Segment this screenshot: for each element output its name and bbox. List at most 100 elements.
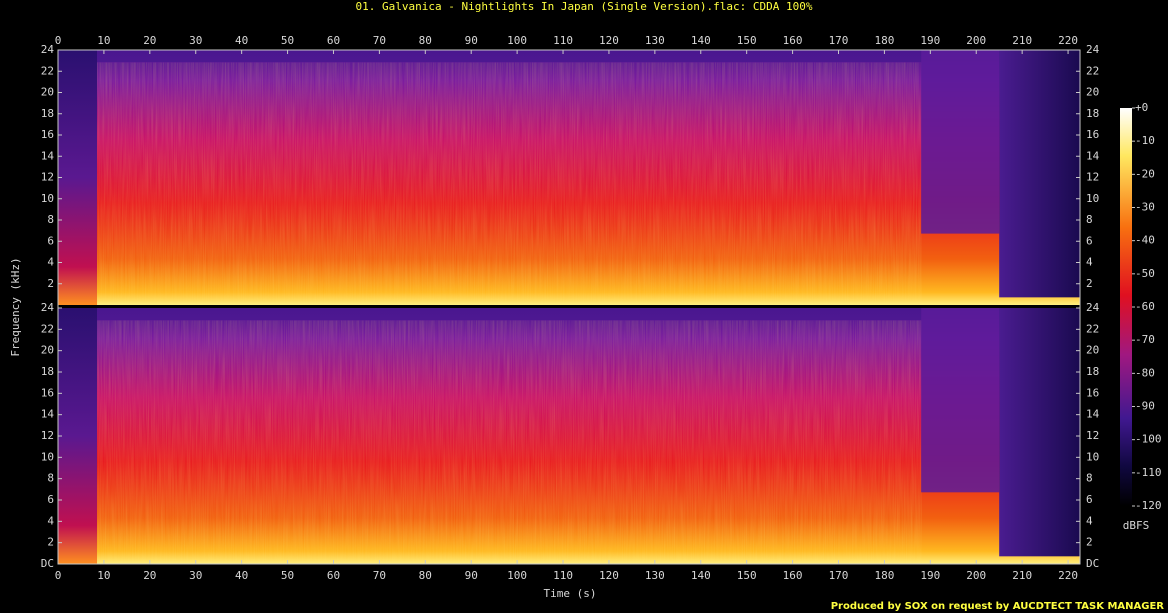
y-tick-label: 18 bbox=[41, 107, 54, 120]
x-tick-label-top: 0 bbox=[55, 34, 62, 47]
x-tick-label-top: 100 bbox=[507, 34, 527, 47]
plot-area bbox=[58, 50, 1080, 564]
y-tick-label: DC bbox=[41, 557, 54, 570]
x-tick-label: 160 bbox=[783, 569, 803, 582]
colorbar-tick-label: -10 bbox=[1135, 134, 1155, 147]
y-tick-label: 18 bbox=[41, 365, 54, 378]
y-tick-label: 6 bbox=[47, 493, 54, 506]
intro-region bbox=[58, 308, 98, 564]
x-tick-label-top: 160 bbox=[783, 34, 803, 47]
y-tick-label-right: 8 bbox=[1086, 472, 1093, 485]
y-tick-label: 2 bbox=[47, 277, 54, 290]
x-tick-label: 50 bbox=[281, 569, 294, 582]
y-tick-label: 16 bbox=[41, 386, 54, 399]
x-tick-label: 10 bbox=[97, 569, 110, 582]
y-tick-label: 14 bbox=[41, 408, 55, 421]
x-tick-label: 180 bbox=[874, 569, 894, 582]
outro-region bbox=[921, 50, 1000, 234]
y-tick-label: 12 bbox=[41, 171, 54, 184]
y-tick-label-right: 6 bbox=[1086, 234, 1093, 247]
y-tick-label-right: 14 bbox=[1086, 149, 1100, 162]
colorbar-tick-label: -50 bbox=[1135, 267, 1155, 280]
x-axis-label: Time (s) bbox=[544, 587, 597, 600]
x-tick-label: 220 bbox=[1058, 569, 1078, 582]
x-tick-label-top: 20 bbox=[143, 34, 156, 47]
y-tick-label-right: 10 bbox=[1086, 450, 1099, 463]
colorbar bbox=[1120, 108, 1132, 506]
y-tick-label: 20 bbox=[41, 344, 54, 357]
y-tick-label-right: 22 bbox=[1086, 322, 1099, 335]
x-tick-label: 80 bbox=[419, 569, 432, 582]
y-axis-label: Frequency (kHz) bbox=[9, 257, 22, 356]
x-tick-label-top: 150 bbox=[737, 34, 757, 47]
y-tick-label: 2 bbox=[47, 536, 54, 549]
y-tick-label: 20 bbox=[41, 86, 54, 99]
colorbar-tick-label: -80 bbox=[1135, 366, 1155, 379]
y-tick-label: 10 bbox=[41, 192, 54, 205]
y-tick-label: 8 bbox=[47, 213, 54, 226]
colorbar-tick-label: +0 bbox=[1135, 101, 1148, 114]
y-tick-label-right: 2 bbox=[1086, 536, 1093, 549]
x-tick-label: 200 bbox=[966, 569, 986, 582]
x-tick-label-top: 50 bbox=[281, 34, 294, 47]
y-tick-label-right: 24 bbox=[1086, 301, 1100, 314]
y-tick-label-right: 24 bbox=[1086, 43, 1100, 56]
colorbar-tick-label: -60 bbox=[1135, 300, 1155, 313]
y-tick-label-right: 16 bbox=[1086, 386, 1099, 399]
y-tick-label: 6 bbox=[47, 234, 54, 247]
x-tick-label: 170 bbox=[829, 569, 849, 582]
y-tick-label-right: 20 bbox=[1086, 86, 1099, 99]
y-tick-label-right: 4 bbox=[1086, 256, 1093, 269]
y-tick-label-right: 4 bbox=[1086, 514, 1093, 527]
x-tick-label-top: 220 bbox=[1058, 34, 1078, 47]
x-tick-label: 30 bbox=[189, 569, 202, 582]
x-tick-label-top: 140 bbox=[691, 34, 711, 47]
x-tick-label: 70 bbox=[373, 569, 386, 582]
x-tick-label: 140 bbox=[691, 569, 711, 582]
x-tick-label-top: 60 bbox=[327, 34, 340, 47]
y-tick-label: 8 bbox=[47, 472, 54, 485]
y-tick-label-right: 18 bbox=[1086, 365, 1099, 378]
x-tick-label-top: 200 bbox=[966, 34, 986, 47]
x-tick-label-top: 210 bbox=[1012, 34, 1032, 47]
title: 01. Galvanica - Nightlights In Japan (Si… bbox=[356, 0, 813, 13]
y-tick-label-right: DC bbox=[1086, 557, 1099, 570]
x-tick-label: 150 bbox=[737, 569, 757, 582]
colorbar-tick-label: -100 bbox=[1135, 433, 1162, 446]
x-tick-label: 90 bbox=[465, 569, 478, 582]
colorbar-tick-label: -30 bbox=[1135, 201, 1155, 214]
intro-region bbox=[58, 50, 98, 305]
top-band bbox=[97, 50, 922, 62]
y-tick-label-right: 6 bbox=[1086, 493, 1093, 506]
y-tick-label: 22 bbox=[41, 322, 54, 335]
outro-region bbox=[921, 308, 1000, 493]
y-tick-label: 24 bbox=[41, 301, 55, 314]
x-tick-label-top: 90 bbox=[465, 34, 478, 47]
colorbar-tick-label: -110 bbox=[1135, 466, 1162, 479]
spectrogram-texture bbox=[97, 62, 922, 305]
spectrogram-texture bbox=[97, 320, 922, 564]
y-tick-label-right: 20 bbox=[1086, 344, 1099, 357]
x-tick-label: 110 bbox=[553, 569, 573, 582]
x-tick-label-top: 30 bbox=[189, 34, 202, 47]
x-tick-label-top: 190 bbox=[920, 34, 940, 47]
x-tick-label-top: 10 bbox=[97, 34, 110, 47]
x-tick-label: 190 bbox=[920, 569, 940, 582]
y-tick-label-right: 12 bbox=[1086, 429, 1099, 442]
x-tick-label-top: 40 bbox=[235, 34, 248, 47]
x-tick-label-top: 130 bbox=[645, 34, 665, 47]
x-tick-label: 20 bbox=[143, 569, 156, 582]
y-tick-label-right: 14 bbox=[1086, 408, 1100, 421]
colorbar-tick-label: -20 bbox=[1135, 167, 1155, 180]
y-tick-label: 10 bbox=[41, 450, 54, 463]
colorbar-tick-label: -40 bbox=[1135, 234, 1155, 247]
x-tick-label-top: 120 bbox=[599, 34, 619, 47]
x-tick-label: 60 bbox=[327, 569, 340, 582]
top-band bbox=[97, 308, 922, 320]
x-tick-label-top: 180 bbox=[874, 34, 894, 47]
y-tick-label-right: 10 bbox=[1086, 192, 1099, 205]
x-tick-label: 130 bbox=[645, 569, 665, 582]
y-tick-label-right: 22 bbox=[1086, 64, 1099, 77]
y-tick-label: 12 bbox=[41, 429, 54, 442]
y-tick-label: 14 bbox=[41, 149, 55, 162]
